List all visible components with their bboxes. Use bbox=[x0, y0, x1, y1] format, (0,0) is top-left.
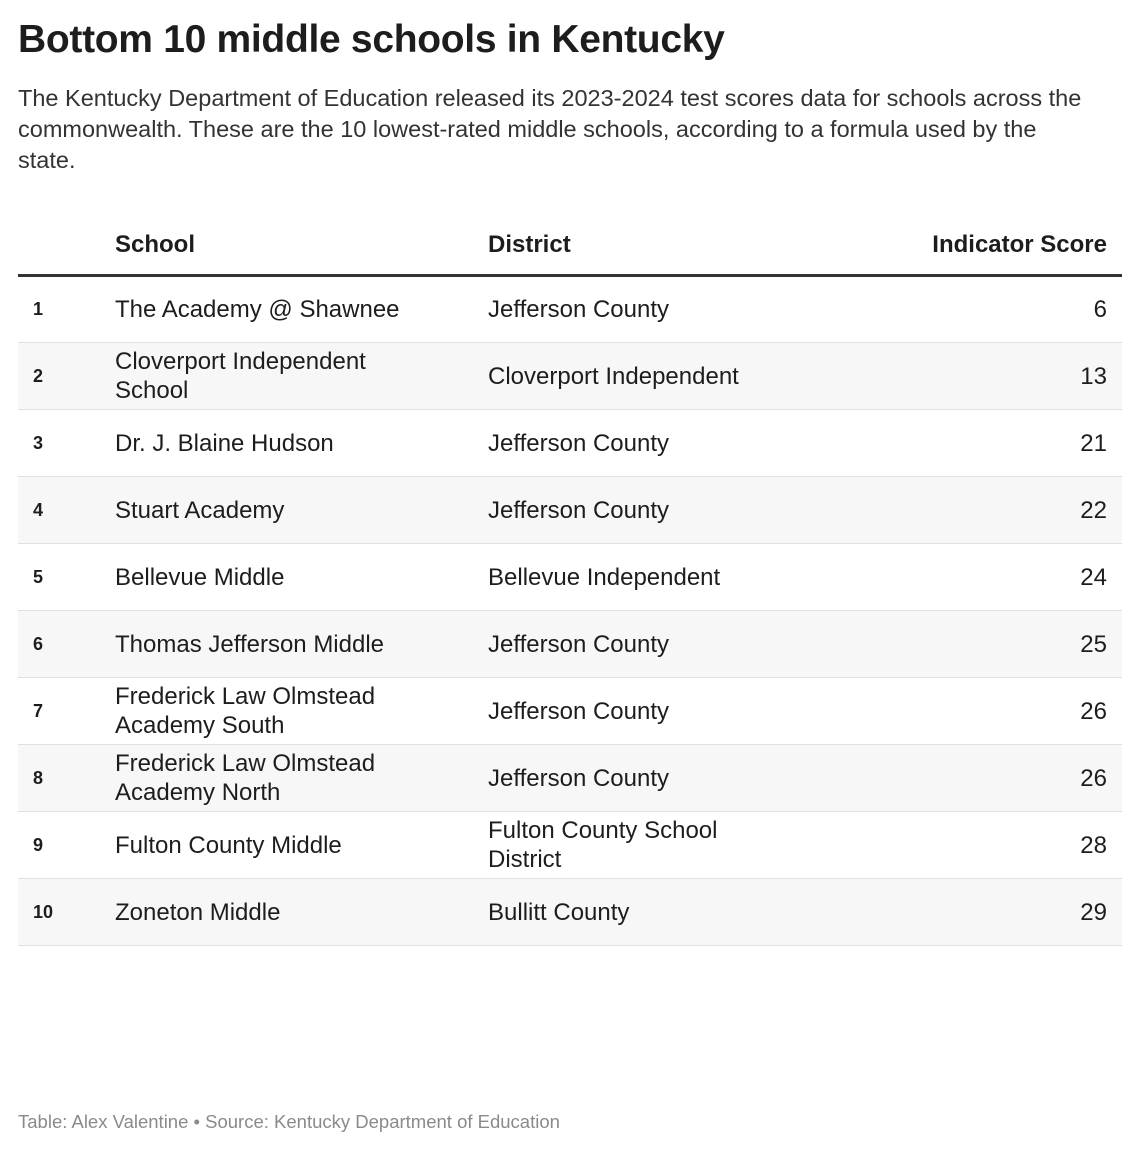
score-cell: 21 bbox=[818, 409, 1122, 477]
score-cell: 29 bbox=[818, 878, 1122, 946]
district-cell: Cloverport Independent bbox=[488, 342, 818, 410]
description: The Kentucky Department of Education rel… bbox=[18, 85, 1082, 173]
school-cell: Frederick Law Olmstead Academy North bbox=[115, 744, 488, 812]
header-cell: Indicator Score bbox=[818, 216, 1122, 277]
table-row: 3 Dr. J. Blaine Hudson Jefferson County 21 bbox=[18, 409, 1122, 477]
rank-cell: 3 bbox=[18, 409, 115, 477]
table-row: 10 Zoneton Middle Bullitt County 29 bbox=[18, 878, 1122, 946]
district-cell: Jefferson County bbox=[488, 744, 818, 812]
school-cell: Zoneton Middle bbox=[115, 878, 488, 946]
district-cell: Fulton County School District bbox=[488, 811, 818, 879]
school-cell: Thomas Jefferson Middle bbox=[115, 610, 488, 678]
header-cell bbox=[18, 216, 115, 277]
school-cell: Bellevue Middle bbox=[115, 543, 488, 611]
score-cell: 25 bbox=[818, 610, 1122, 678]
header-row: School District Indicator Score bbox=[18, 216, 1122, 277]
district-cell: Jefferson County bbox=[488, 476, 818, 544]
rank-cell: 4 bbox=[18, 476, 115, 544]
school-cell: The Academy @ Shawnee bbox=[115, 275, 488, 343]
table-row: 2 Cloverport Independent School Cloverport… bbox=[18, 342, 1122, 410]
score-cell: 26 bbox=[818, 744, 1122, 812]
table-head: School District Indicator Score bbox=[18, 216, 1122, 277]
score-cell: 28 bbox=[818, 811, 1122, 879]
rank-cell: 10 bbox=[18, 878, 115, 946]
rank-cell: 6 bbox=[18, 610, 115, 678]
score-cell: 13 bbox=[818, 342, 1122, 410]
table: School District Indicator Score 1 The Aca… bbox=[18, 216, 1122, 946]
school-cell: Stuart Academy bbox=[115, 476, 488, 544]
table-row: 8 Frederick Law Olmstead Academy North Jef… bbox=[18, 744, 1122, 812]
footer: Table: Alex Valentine • Source: Kentucky… bbox=[18, 1111, 560, 1132]
district-cell: Jefferson County bbox=[488, 275, 818, 343]
score-cell: 24 bbox=[818, 543, 1122, 611]
rank-cell: 5 bbox=[18, 543, 115, 611]
table-row: 1 The Academy @ Shawnee Jefferson County 6 bbox=[18, 275, 1122, 343]
district-cell: Jefferson County bbox=[488, 677, 818, 745]
district-cell: Bullitt County bbox=[488, 878, 818, 946]
score-cell: 22 bbox=[818, 476, 1122, 544]
table-row: 5 Bellevue Middle Bellevue Independent 24 bbox=[18, 543, 1122, 611]
table-row: 4 Stuart Academy Jefferson County 22 bbox=[18, 476, 1122, 544]
district-cell: Jefferson County bbox=[488, 409, 818, 477]
school-cell: Frederick Law Olmstead Academy South bbox=[115, 677, 488, 745]
rank-cell: 7 bbox=[18, 677, 115, 745]
score-cell: 6 bbox=[818, 275, 1122, 343]
rank-cell: 2 bbox=[18, 342, 115, 410]
table-row: 7 Frederick Law Olmstead Academy South Jef… bbox=[18, 677, 1122, 745]
school-cell: Cloverport Independent School bbox=[115, 342, 488, 410]
school-cell: Dr. J. Blaine Hudson bbox=[115, 409, 488, 477]
header-cell: District bbox=[488, 216, 818, 277]
title: Bottom 10 middle schools in Kentucky bbox=[18, 18, 725, 61]
table-row: 6 Thomas Jefferson Middle Jefferson County… bbox=[18, 610, 1122, 678]
district-cell: Jefferson County bbox=[488, 610, 818, 678]
district-cell: Bellevue Independent bbox=[488, 543, 818, 611]
table-row: 9 Fulton County Middle Fulton County Schoo… bbox=[18, 811, 1122, 879]
rank-cell: 9 bbox=[18, 811, 115, 879]
rank-cell: 1 bbox=[18, 275, 115, 343]
school-cell: Fulton County Middle bbox=[115, 811, 488, 879]
rank-cell: 8 bbox=[18, 744, 115, 812]
table-body: 1 The Academy @ Shawnee Jefferson County 6 2… bbox=[18, 275, 1122, 946]
header-cell: School bbox=[115, 216, 488, 277]
score-cell: 26 bbox=[818, 677, 1122, 745]
